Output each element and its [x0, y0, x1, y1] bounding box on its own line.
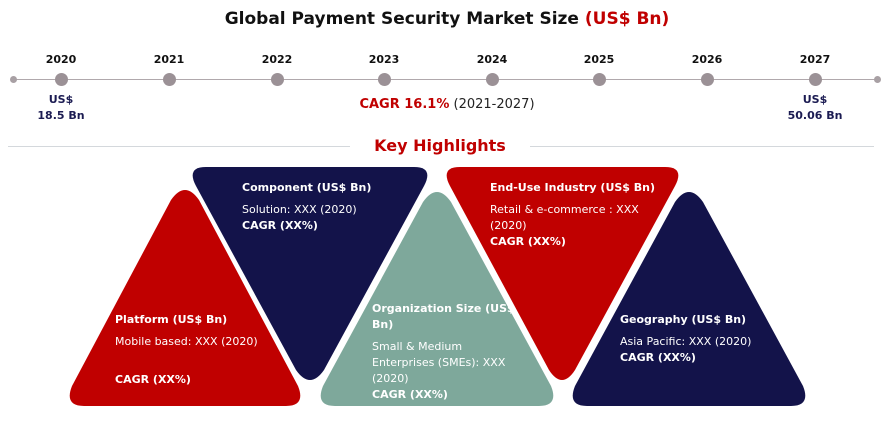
end-value: US$ 50.06 Bn — [775, 92, 855, 124]
timeline-end-cap — [874, 76, 881, 83]
end-use-card: End-Use Industry (US$ Bn) Retail & e-com… — [490, 180, 660, 250]
title-main: Global Payment Security Market Size — [224, 9, 579, 29]
timeline-dot — [54, 73, 68, 86]
timeline-line — [12, 79, 878, 80]
component-card: Component (US$ Bn) Solution: XXX (2020) … — [242, 180, 412, 234]
cagr-period: (2021-2027) — [453, 97, 535, 112]
component-cagr: CAGR (XX%) — [242, 219, 318, 232]
end-value-unit: US$ — [802, 93, 828, 106]
timeline-dot — [162, 73, 176, 86]
timeline-dot — [592, 73, 606, 86]
timeline-start-cap — [10, 76, 17, 83]
geography-heading: Geography (US$ Bn) — [620, 313, 747, 326]
cagr-summary: CAGR 16.1% (2021-2027) — [0, 97, 894, 112]
organization-heading: Organization Size (US$ Bn) — [372, 302, 515, 331]
platform-card: Platform (US$ Bn) Mobile based: XXX (202… — [115, 312, 285, 388]
organization-card: Organization Size (US$ Bn) Small & Mediu… — [372, 301, 527, 403]
end-use-shape — [446, 167, 679, 380]
platform-shape — [69, 190, 301, 406]
timeline: 2020 2021 2022 2023 2024 2025 2026 2027 … — [0, 0, 894, 140]
component-heading: Component (US$ Bn) — [242, 181, 372, 194]
start-value-unit: US$ — [48, 93, 74, 106]
geography-cagr: CAGR (XX%) — [620, 351, 696, 364]
platform-heading: Platform (US$ Bn) — [115, 313, 228, 326]
platform-detail: Mobile based: XXX (2020) — [115, 335, 258, 348]
geography-detail: Asia Pacific: XXX (2020) — [620, 335, 752, 348]
organization-detail: Small & Medium Enterprises (SMEs): XXX (… — [372, 340, 506, 385]
timeline-year: 2027 — [799, 53, 831, 66]
timeline-dot — [270, 73, 284, 86]
timeline-year: 2021 — [153, 53, 185, 66]
geography-card: Geography (US$ Bn) Asia Pacific: XXX (20… — [620, 312, 790, 366]
platform-cagr: CAGR (XX%) — [115, 373, 191, 386]
timeline-year: 2026 — [691, 53, 723, 66]
start-value: US$ 18.5 Bn — [21, 92, 101, 124]
cagr-label: CAGR 16.1% — [359, 97, 450, 112]
organization-shape — [320, 192, 554, 406]
start-value-amount: 18.5 Bn — [37, 109, 85, 122]
timeline-dot — [700, 73, 714, 86]
end-use-detail: Retail & e-commerce : XXX (2020) — [490, 203, 639, 232]
end-use-heading: End-Use Industry (US$ Bn) — [490, 181, 656, 194]
geography-shape — [572, 192, 806, 406]
timeline-dot — [377, 73, 391, 86]
page-title: Global Payment Security Market Size (US$… — [0, 9, 894, 29]
organization-cagr: CAGR (XX%) — [372, 388, 448, 401]
timeline-year: 2022 — [261, 53, 293, 66]
timeline-year: 2023 — [368, 53, 400, 66]
end-use-cagr: CAGR (XX%) — [490, 235, 566, 248]
highlights-title: Key Highlights — [350, 136, 530, 155]
timeline-year: 2024 — [476, 53, 508, 66]
timeline-year: 2020 — [45, 53, 77, 66]
timeline-year: 2025 — [583, 53, 615, 66]
timeline-dot — [485, 73, 499, 86]
end-value-amount: 50.06 Bn — [787, 109, 843, 122]
component-shape — [192, 167, 428, 380]
timeline-dot — [808, 73, 822, 86]
component-detail: Solution: XXX (2020) — [242, 203, 357, 216]
title-unit: (US$ Bn) — [584, 9, 670, 29]
